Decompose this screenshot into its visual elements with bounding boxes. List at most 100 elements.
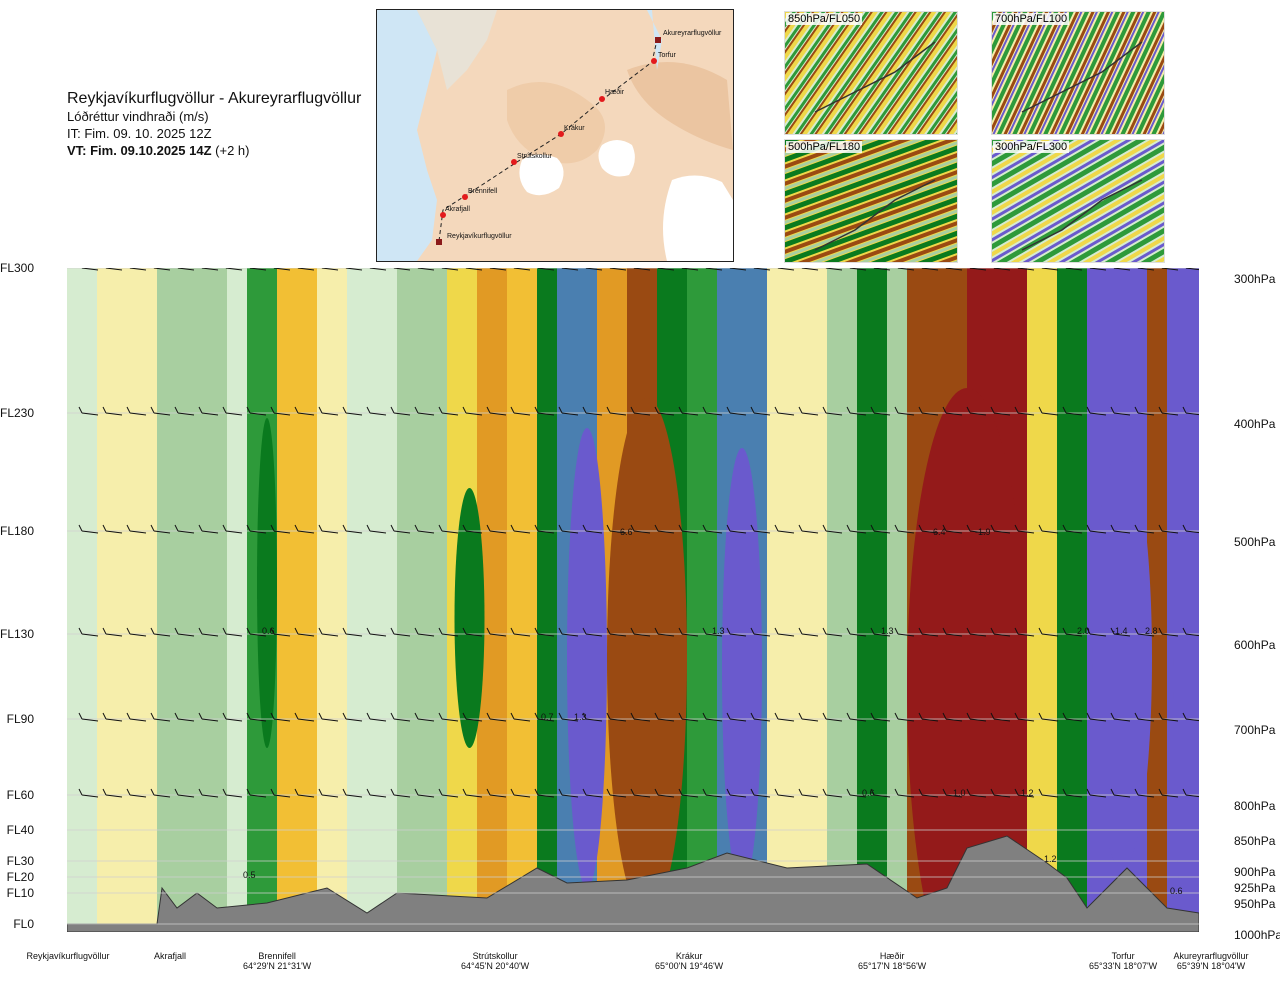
wind-barb <box>774 524 795 534</box>
wind-barb <box>582 788 603 798</box>
wind-barb <box>441 268 459 271</box>
velocity-core <box>1092 448 1152 868</box>
wind-barb <box>1086 406 1107 416</box>
wind-barb <box>1014 712 1035 722</box>
route-map-svg: Reykjavíkurflugvöllur Akrafjall Brennife… <box>377 10 733 261</box>
route-map: Reykjavíkurflugvöllur Akrafjall Brennife… <box>376 9 734 262</box>
wind-barb <box>990 406 1011 416</box>
thumbnail-500hpa[interactable]: 500hPa/FL180 <box>784 139 958 263</box>
wind-barb <box>318 406 339 416</box>
wind-barb <box>894 712 915 722</box>
flight-level-label: FL60 <box>6 788 34 802</box>
wind-barb <box>513 268 531 271</box>
wind-barb <box>870 627 891 637</box>
wind-barb <box>222 712 243 722</box>
wind-barb <box>846 627 867 637</box>
wind-barb <box>486 406 507 416</box>
wind-barb <box>1158 712 1179 722</box>
wind-barb <box>510 627 531 637</box>
wind-barb <box>462 712 483 722</box>
wind-barb <box>993 268 1011 271</box>
wind-barb <box>1134 788 1155 798</box>
wind-barb <box>78 712 99 722</box>
wind-barb <box>849 268 867 271</box>
velocity-band <box>1147 268 1167 932</box>
wind-barb <box>870 788 891 798</box>
velocity-value-label: 0.5 <box>243 870 256 880</box>
wind-barb <box>1158 524 1179 534</box>
station-label: Reykjavíkurflugvöllur <box>27 951 110 961</box>
wind-barb <box>654 788 675 798</box>
thumbnail-700hpa[interactable]: 700hPa/FL100 <box>991 11 1165 135</box>
wind-barb <box>126 406 147 416</box>
wind-barb <box>798 627 819 637</box>
velocity-band <box>67 268 97 932</box>
wind-barb <box>222 524 243 534</box>
wind-barb <box>1038 712 1059 722</box>
pressure-level-label: 900hPa <box>1234 865 1276 879</box>
wind-barb <box>153 268 171 271</box>
velocity-value-label: -1.9 <box>975 527 991 537</box>
pressure-level-label: 300hPa <box>1234 272 1276 286</box>
vertical-cross-section <box>67 268 1199 932</box>
wind-barb <box>510 524 531 534</box>
wind-barb <box>1110 712 1131 722</box>
pressure-level-label: 925hPa <box>1234 881 1276 895</box>
wind-barb <box>990 524 1011 534</box>
wind-barb <box>369 268 387 271</box>
wind-barb <box>1062 406 1083 416</box>
station-name: Hæðir <box>879 951 905 961</box>
thumbnail-300hpa[interactable]: 300hPa/FL300 <box>991 139 1165 263</box>
wind-barb <box>105 268 123 271</box>
velocity-value-label: 0.7 <box>541 712 554 722</box>
wind-barb <box>366 627 387 637</box>
velocity-value-label: 2.8 <box>1145 626 1158 636</box>
velocity-core <box>567 428 607 888</box>
wind-barb <box>942 712 963 722</box>
wind-barb <box>78 406 99 416</box>
wind-barb <box>1110 788 1131 798</box>
wind-barb <box>150 712 171 722</box>
wind-barb <box>486 712 507 722</box>
wind-barb <box>630 406 651 416</box>
wind-barb <box>918 712 939 722</box>
thumbnail-850hpa[interactable]: 850hPa/FL050 <box>784 11 958 135</box>
velocity-value-label: -6.4 <box>930 527 946 537</box>
wind-barb <box>1038 524 1059 534</box>
wind-barb <box>462 788 483 798</box>
wind-barb <box>1062 788 1083 798</box>
wind-barb <box>1110 524 1131 534</box>
wind-barb <box>582 524 603 534</box>
wind-barb <box>438 627 459 637</box>
wind-barb <box>918 627 939 637</box>
wind-barb <box>510 788 531 798</box>
wind-barb <box>222 406 243 416</box>
wind-barb <box>822 788 843 798</box>
wind-barb <box>174 788 195 798</box>
wind-barb <box>417 268 435 271</box>
wind-barb <box>126 712 147 722</box>
wind-barb <box>318 524 339 534</box>
flight-level-label: FL180 <box>0 524 35 538</box>
velocity-band <box>157 268 227 932</box>
station-coord: 65°33'N 18°07'W <box>1089 961 1158 971</box>
route-title: Reykjavíkurflugvöllur - Akureyrarflugvöl… <box>67 90 362 107</box>
wind-barb <box>198 524 219 534</box>
velocity-band <box>857 268 887 932</box>
wind-barb <box>414 627 435 637</box>
station-name: Krákur <box>675 951 703 961</box>
wind-barb <box>630 524 651 534</box>
wind-barb <box>966 712 987 722</box>
wind-barb <box>822 627 843 637</box>
wind-barb <box>702 788 723 798</box>
wind-barb <box>273 268 291 271</box>
wind-barb <box>1086 788 1107 798</box>
wind-barb <box>606 627 627 637</box>
pressure-level-label: 950hPa <box>1234 897 1276 911</box>
wind-barb <box>678 406 699 416</box>
wind-barb <box>822 524 843 534</box>
wind-barb <box>798 712 819 722</box>
wind-barb <box>873 268 891 271</box>
velocity-band <box>537 268 557 932</box>
map-label-akrafjall: Akrafjall <box>445 206 470 213</box>
